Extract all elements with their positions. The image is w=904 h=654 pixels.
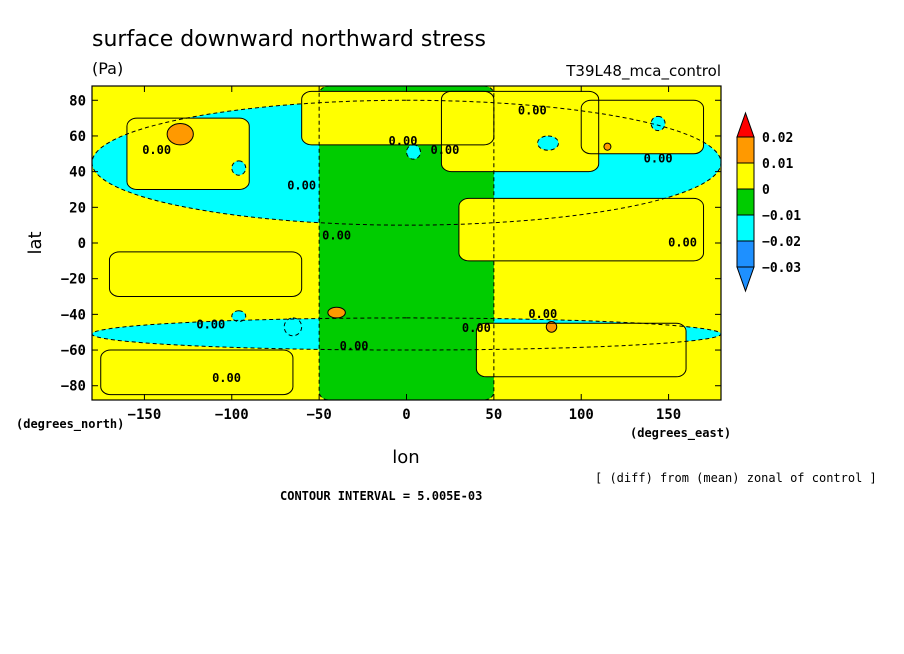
- contour-label: 0.00: [430, 143, 459, 157]
- contour-line: [231, 160, 247, 176]
- shaded-region: [231, 310, 246, 322]
- contour-interval-note: CONTOUR INTERVAL = 5.005E-03: [280, 489, 482, 503]
- contour-line: [108, 251, 303, 298]
- contour-line: [126, 117, 250, 190]
- shaded-region: [126, 118, 250, 190]
- colorbar-over-arrow: [736, 111, 755, 138]
- colorbar-swatch: [736, 188, 755, 216]
- contour-label: 0.00: [462, 321, 491, 335]
- contour-line: [475, 322, 687, 378]
- x-tick-label: −50: [306, 407, 331, 423]
- x-tick-label: 100: [569, 407, 594, 423]
- colorbar: −0.03 −0.02 −0.01 0 0.01 0.02: [736, 111, 801, 293]
- shaded-region: [581, 100, 704, 154]
- contour-label: 0.00: [142, 143, 171, 157]
- shaded-region: [231, 160, 246, 176]
- x-axis-label: lon: [392, 447, 419, 468]
- colorbar-swatch: [736, 240, 755, 268]
- colorbar-label: 0: [762, 183, 770, 198]
- x-tick-label: −100: [215, 407, 249, 423]
- contour-label: 0.00: [196, 318, 225, 332]
- contour-line: [100, 349, 294, 396]
- x-tick-label: 150: [656, 407, 681, 423]
- shaded-region: [284, 317, 302, 336]
- contour-line: [283, 317, 303, 337]
- shaded-region: [458, 198, 704, 261]
- y-tick-label: −40: [61, 307, 86, 323]
- y-tick-label: 80: [69, 93, 86, 109]
- contour-label: 0.00: [518, 104, 547, 118]
- contour-line: [231, 310, 247, 322]
- contour-line: [580, 99, 705, 155]
- contour-line: [406, 144, 421, 160]
- x-tick-label: 50: [485, 407, 502, 423]
- shaded-region: [167, 123, 194, 145]
- colorbar-label: 0.02: [762, 131, 793, 146]
- x-axis-ticks: −150 −100 −50 0 50 100 150: [128, 86, 681, 423]
- shaded-region: [651, 116, 666, 131]
- plot-area: 0.00 0.00 0.00 0.00 0.00 0.00 0.00 0.00 0.00 0.00…: [91, 85, 722, 401]
- y-tick-label: −20: [61, 272, 86, 288]
- x-tick-label: 0: [402, 407, 410, 423]
- contour-label: 0.00: [668, 236, 697, 250]
- colorbar-swatch: [736, 162, 755, 190]
- contour-label: 0.00: [287, 178, 316, 192]
- contour-line: [166, 122, 194, 146]
- contour-line: [650, 115, 666, 132]
- y-tick-label: −60: [61, 343, 86, 359]
- y-tick-label: 20: [69, 200, 86, 216]
- chart-title: surface downward northward stress: [92, 27, 486, 52]
- shaded-region: [327, 307, 346, 318]
- y-tick-label: −80: [61, 379, 86, 395]
- colorbar-swatch: [736, 136, 755, 164]
- colorbar-swatch: [736, 214, 755, 242]
- contour-label: 0.00: [644, 152, 673, 166]
- contour-labels: 0.00 0.00 0.00 0.00 0.00 0.00 0.00 0.00 0.00 0.00…: [142, 104, 697, 386]
- contour-line: [458, 197, 705, 262]
- colorbar-under-arrow: [736, 266, 755, 293]
- x-tick-label: −150: [128, 407, 162, 423]
- colorbar-label: −0.02: [762, 235, 801, 250]
- contour-label: 0.00: [212, 371, 241, 385]
- units-label: (Pa): [92, 59, 123, 78]
- colorbar-label: −0.01: [762, 209, 801, 224]
- y-axis-label: lat: [25, 231, 46, 254]
- contour-line: [440, 90, 600, 173]
- diff-note: [ (diff) from (mean) zonal of control ]: [595, 471, 877, 485]
- colorbar-label: 0.01: [762, 157, 793, 172]
- shaded-region: [537, 135, 559, 151]
- y-axis-ticks: −80 −60 −40 −20 0 20 40 60 80: [61, 93, 721, 395]
- y-tick-label: 0: [78, 236, 86, 252]
- contour-label: 0.00: [389, 134, 418, 148]
- y-tick-label: 40: [69, 165, 86, 181]
- contour-line: [301, 90, 495, 146]
- shaded-region: [546, 321, 557, 333]
- experiment-label: T39L48_mca_control: [565, 62, 721, 81]
- colorbar-label: −0.03: [762, 261, 801, 276]
- contour-line: [537, 135, 560, 151]
- contour-line: [545, 321, 558, 333]
- shaded-region: [109, 251, 302, 297]
- y-units-label: (degrees_north): [16, 417, 124, 432]
- shaded-region: [441, 91, 599, 172]
- contour-label: 0.00: [340, 339, 369, 353]
- shaded-regions: [92, 86, 721, 400]
- shaded-region: [603, 143, 611, 151]
- shaded-region: [476, 323, 687, 377]
- shaded-region: [100, 350, 293, 395]
- x-units-label: (degrees_east): [630, 426, 731, 441]
- contour-line: [327, 306, 346, 319]
- y-tick-label: 60: [69, 129, 86, 145]
- contour-label: 0.00: [528, 307, 557, 321]
- contour-line: [603, 142, 612, 151]
- contour-label: 0.00: [322, 228, 351, 242]
- shaded-region: [406, 144, 421, 160]
